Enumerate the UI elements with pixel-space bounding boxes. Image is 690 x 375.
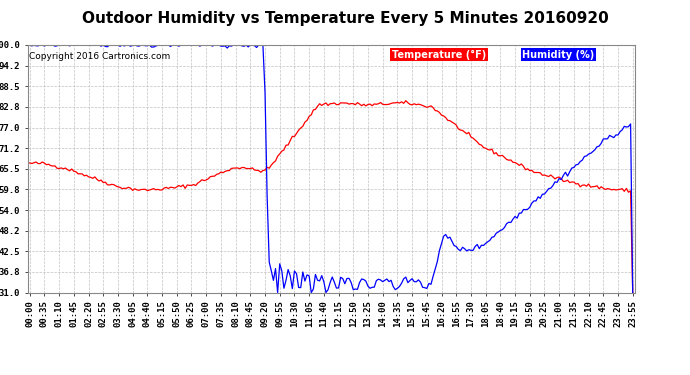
Text: Outdoor Humidity vs Temperature Every 5 Minutes 20160920: Outdoor Humidity vs Temperature Every 5 … [81, 11, 609, 26]
Text: Temperature (°F): Temperature (°F) [392, 50, 486, 60]
Text: Humidity (%): Humidity (%) [522, 50, 595, 60]
Text: Copyright 2016 Cartronics.com: Copyright 2016 Cartronics.com [29, 53, 170, 62]
